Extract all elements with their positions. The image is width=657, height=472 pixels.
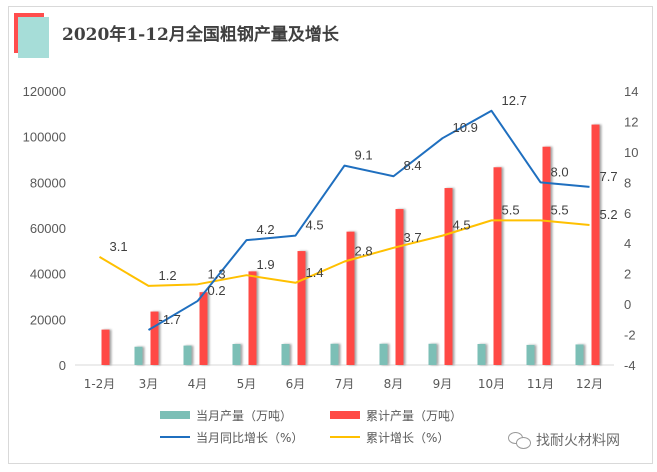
bar-cumulative-output <box>542 146 551 365</box>
legend-label: 当月同比增长（%） <box>196 430 304 445</box>
bar-monthly-output <box>379 343 388 365</box>
data-label-monthly-yoy: 0.2 <box>208 283 226 298</box>
x-axis-tick-label: 4月 <box>188 377 208 391</box>
bar-monthly-output <box>575 344 584 365</box>
bar-cumulative-output <box>297 251 306 365</box>
right-axis-tick-label: 10 <box>624 145 638 160</box>
watermark: 找耐火材料网 <box>508 430 620 450</box>
legend-label: 累计增长（%） <box>366 430 450 445</box>
left-axis-tick-label: 120000 <box>23 84 66 99</box>
right-axis-tick-label: 8 <box>624 175 631 190</box>
data-label-monthly-yoy: -1.7 <box>159 312 181 327</box>
left-axis-tick-label: 40000 <box>30 267 66 282</box>
data-label-monthly-yoy: 10.9 <box>453 120 478 135</box>
bar-cumulative-output <box>395 209 404 365</box>
data-label-cumulative-growth: 4.5 <box>453 218 471 233</box>
right-axis-tick-label: -2 <box>624 328 636 343</box>
line-monthly-yoy <box>147 109 590 331</box>
data-label-monthly-yoy: 4.2 <box>257 222 275 237</box>
bar-cumulative-output <box>591 124 600 365</box>
legend-swatch-cumulative-growth <box>330 436 360 438</box>
bar-monthly-output <box>232 343 241 365</box>
legend-swatch-monthly-output <box>160 411 190 419</box>
right-axis-tick-label: 14 <box>624 84 638 99</box>
x-axis-tick-label: 7月 <box>335 377 355 391</box>
x-axis-tick-label: 5月 <box>237 377 257 391</box>
right-axis-tick-label: 2 <box>624 267 631 282</box>
bar-monthly-output <box>330 343 339 365</box>
right-axis-tick-label: 12 <box>624 114 638 129</box>
bar-cumulative-output <box>346 231 355 365</box>
legend-label: 累计产量（万吨） <box>366 408 463 423</box>
legend-item-cumulative-growth: 累计增长（%） <box>330 429 500 446</box>
bar-cumulative-output <box>150 311 159 365</box>
bar-cumulative-output <box>101 329 110 365</box>
bar-cumulative-output <box>493 167 502 365</box>
left-axis-tick-label: 0 <box>59 358 66 373</box>
legend: 当月产量（万吨） 累计产量（万吨） 当月同比增长（%） 累计增长（%） <box>160 404 500 448</box>
legend-item-monthly-yoy: 当月同比增长（%） <box>160 429 330 446</box>
legend-item-monthly-output: 当月产量（万吨） <box>160 407 330 424</box>
data-label-cumulative-growth: 3.1 <box>110 239 128 254</box>
data-label-cumulative-growth: 2.8 <box>355 243 373 258</box>
line-cumulative-growth <box>98 219 590 287</box>
x-axis-tick-label: 8月 <box>384 377 404 391</box>
left-axis-tick-label: 20000 <box>30 312 66 327</box>
x-axis-tick-label: 9月 <box>433 377 453 391</box>
legend-swatch-monthly-yoy <box>160 436 190 438</box>
bar-cumulative-output <box>199 292 208 365</box>
data-label-cumulative-growth: 1.9 <box>257 257 275 272</box>
bar-monthly-output <box>134 346 143 365</box>
right-axis-tick-label: 0 <box>624 297 631 312</box>
left-axis-tick-label: 80000 <box>30 175 66 190</box>
right-axis-tick-label: 4 <box>624 236 631 251</box>
data-label-cumulative-growth: 3.7 <box>404 230 422 245</box>
watermark-text: 找耐火材料网 <box>536 433 620 449</box>
wechat-icon <box>508 432 531 449</box>
data-label-monthly-yoy: 8.4 <box>404 158 422 173</box>
x-axis-tick-label: 6月 <box>286 377 306 391</box>
bar-cumulative-output <box>248 271 257 365</box>
data-label-cumulative-growth: 1.4 <box>306 265 324 280</box>
data-label-monthly-yoy: 9.1 <box>355 148 373 163</box>
x-axis-tick-label: 12月 <box>576 377 603 391</box>
right-axis-tick-label: -4 <box>624 358 636 373</box>
bar-monthly-output <box>428 343 437 365</box>
left-axis-tick-label: 60000 <box>30 221 66 236</box>
bar-monthly-output <box>526 344 535 365</box>
x-axis-tick-label: 1-2月 <box>84 377 116 391</box>
bar-monthly-output <box>281 343 290 365</box>
data-label-cumulative-growth: 5.5 <box>502 202 520 217</box>
chart-title: 2020年1-12月全国粗钢产量及增长 <box>62 25 339 45</box>
data-label-monthly-yoy: 12.7 <box>502 93 527 108</box>
left-axis-tick-label: 100000 <box>23 130 66 145</box>
legend-label: 当月产量（万吨） <box>196 408 293 423</box>
x-axis-tick-label: 3月 <box>139 377 159 391</box>
x-axis-tick-label: 10月 <box>478 377 505 391</box>
data-label-cumulative-growth: 5.5 <box>551 202 569 217</box>
title-decoration-teal <box>18 17 49 58</box>
data-label-cumulative-growth: 1.2 <box>159 268 177 283</box>
legend-swatch-cumulative-output <box>330 411 360 419</box>
data-label-cumulative-growth: 5.2 <box>600 207 618 222</box>
legend-item-cumulative-output: 累计产量（万吨） <box>330 407 500 424</box>
bar-monthly-output <box>183 345 192 365</box>
bar-cumulative-output <box>444 188 453 365</box>
data-label-monthly-yoy: 4.5 <box>306 218 324 233</box>
x-axis-tick-label: 11月 <box>527 377 554 391</box>
data-label-cumulative-growth: 1.3 <box>208 266 226 281</box>
right-axis-tick-label: 6 <box>624 206 631 221</box>
data-label-monthly-yoy: 7.7 <box>600 169 618 184</box>
data-label-monthly-yoy: 8.0 <box>551 164 569 179</box>
bar-monthly-output <box>477 343 486 365</box>
